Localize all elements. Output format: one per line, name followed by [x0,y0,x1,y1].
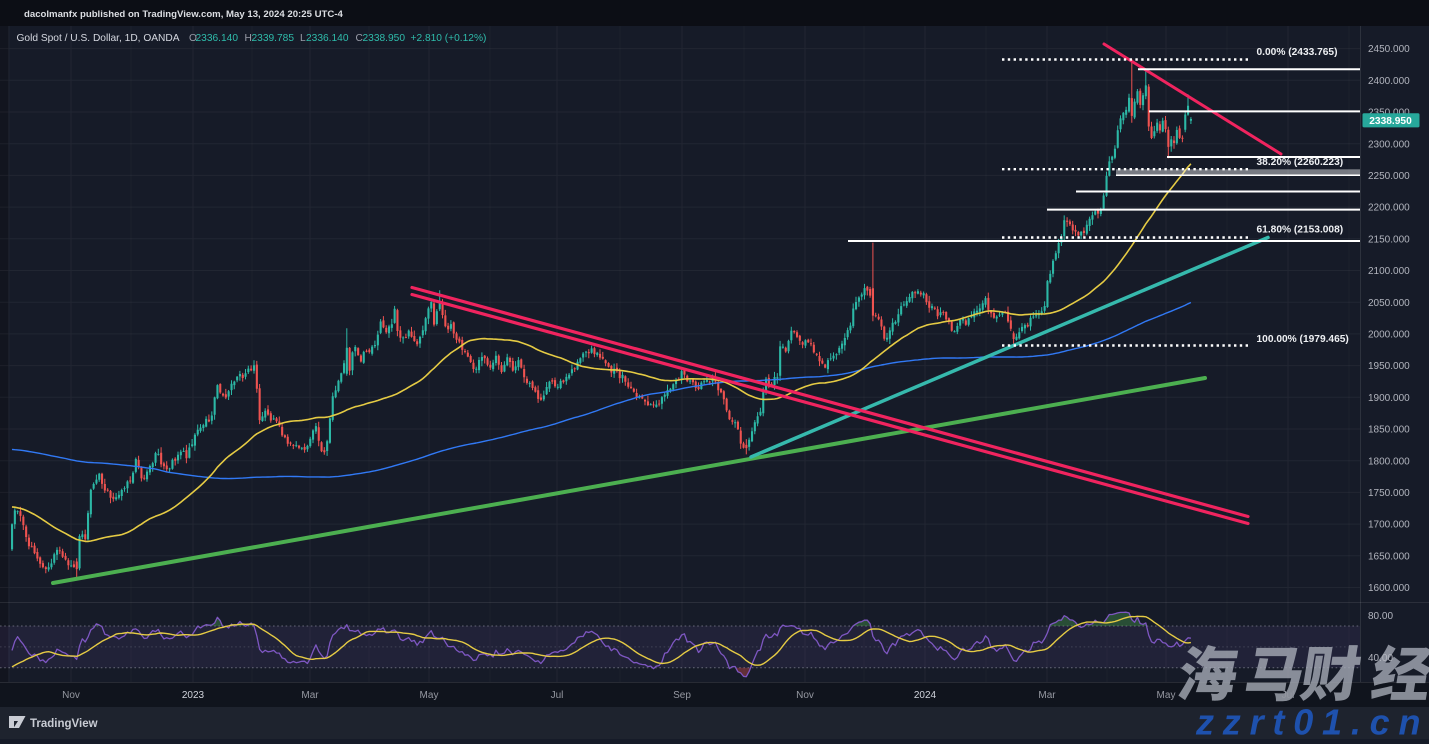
svg-text:2300.000: 2300.000 [1368,139,1410,150]
svg-text:Sep: Sep [673,690,691,701]
svg-text:TradingView: TradingView [30,718,98,730]
svg-text:1900.000: 1900.000 [1368,393,1410,404]
svg-text:1650.000: 1650.000 [1368,551,1410,562]
svg-text:1850.000: 1850.000 [1368,425,1410,436]
svg-text:2339.785: 2339.785 [252,33,295,44]
svg-text:1950.000: 1950.000 [1368,361,1410,372]
svg-text:1800.000: 1800.000 [1368,456,1410,467]
svg-text:2450.000: 2450.000 [1368,44,1410,55]
svg-text:C: C [356,33,363,44]
svg-text:2023: 2023 [182,690,205,701]
svg-text:2050.000: 2050.000 [1368,298,1410,309]
svg-text:2350.000: 2350.000 [1368,108,1410,119]
svg-text:1700.000: 1700.000 [1368,520,1410,531]
svg-text:2250.000: 2250.000 [1368,171,1410,182]
svg-text:38.20% (2260.223): 38.20% (2260.223) [1257,157,1344,168]
svg-text:Jul: Jul [1282,690,1295,701]
svg-text:Jul: Jul [551,690,564,701]
svg-text:2336.140: 2336.140 [306,33,349,44]
svg-text:+2.810 (+0.12%): +2.810 (+0.12%) [411,33,487,44]
svg-text:2150.000: 2150.000 [1368,234,1410,245]
svg-text:H: H [245,33,252,44]
svg-text:2000.000: 2000.000 [1368,330,1410,341]
svg-text:Gold Spot / U.S. Dollar, 1D, O: Gold Spot / U.S. Dollar, 1D, OANDA [17,33,180,44]
svg-text:1600.000: 1600.000 [1368,583,1410,594]
svg-text:May: May [1157,690,1176,701]
svg-text:2338.950: 2338.950 [1369,116,1412,127]
svg-text:80.00: 80.00 [1368,611,1393,622]
svg-text:61.80% (2153.008): 61.80% (2153.008) [1257,224,1344,235]
svg-text:100.00% (1979.465): 100.00% (1979.465) [1257,334,1349,345]
svg-text:2100.000: 2100.000 [1368,266,1410,277]
svg-text:Nov: Nov [62,690,80,701]
svg-text:2400.000: 2400.000 [1368,76,1410,87]
svg-text:2336.140: 2336.140 [196,33,239,44]
svg-text:2338.950: 2338.950 [363,33,406,44]
svg-text:L: L [300,33,306,44]
svg-text:2200.000: 2200.000 [1368,203,1410,214]
svg-text:2024: 2024 [914,690,937,701]
svg-text:May: May [420,690,439,701]
svg-text:Nov: Nov [796,690,814,701]
svg-text:1750.000: 1750.000 [1368,488,1410,499]
svg-text:Mar: Mar [1038,690,1056,701]
svg-text:zzrt01.cn: zzrt01.cn [1195,702,1429,740]
svg-text:40.00: 40.00 [1368,653,1393,664]
svg-text:O: O [189,33,197,44]
svg-text:0.00% (2433.765): 0.00% (2433.765) [1257,47,1338,58]
svg-text:dacolmanfx published on Tradin: dacolmanfx published on TradingView.com,… [24,9,343,20]
svg-text:Mar: Mar [301,690,319,701]
